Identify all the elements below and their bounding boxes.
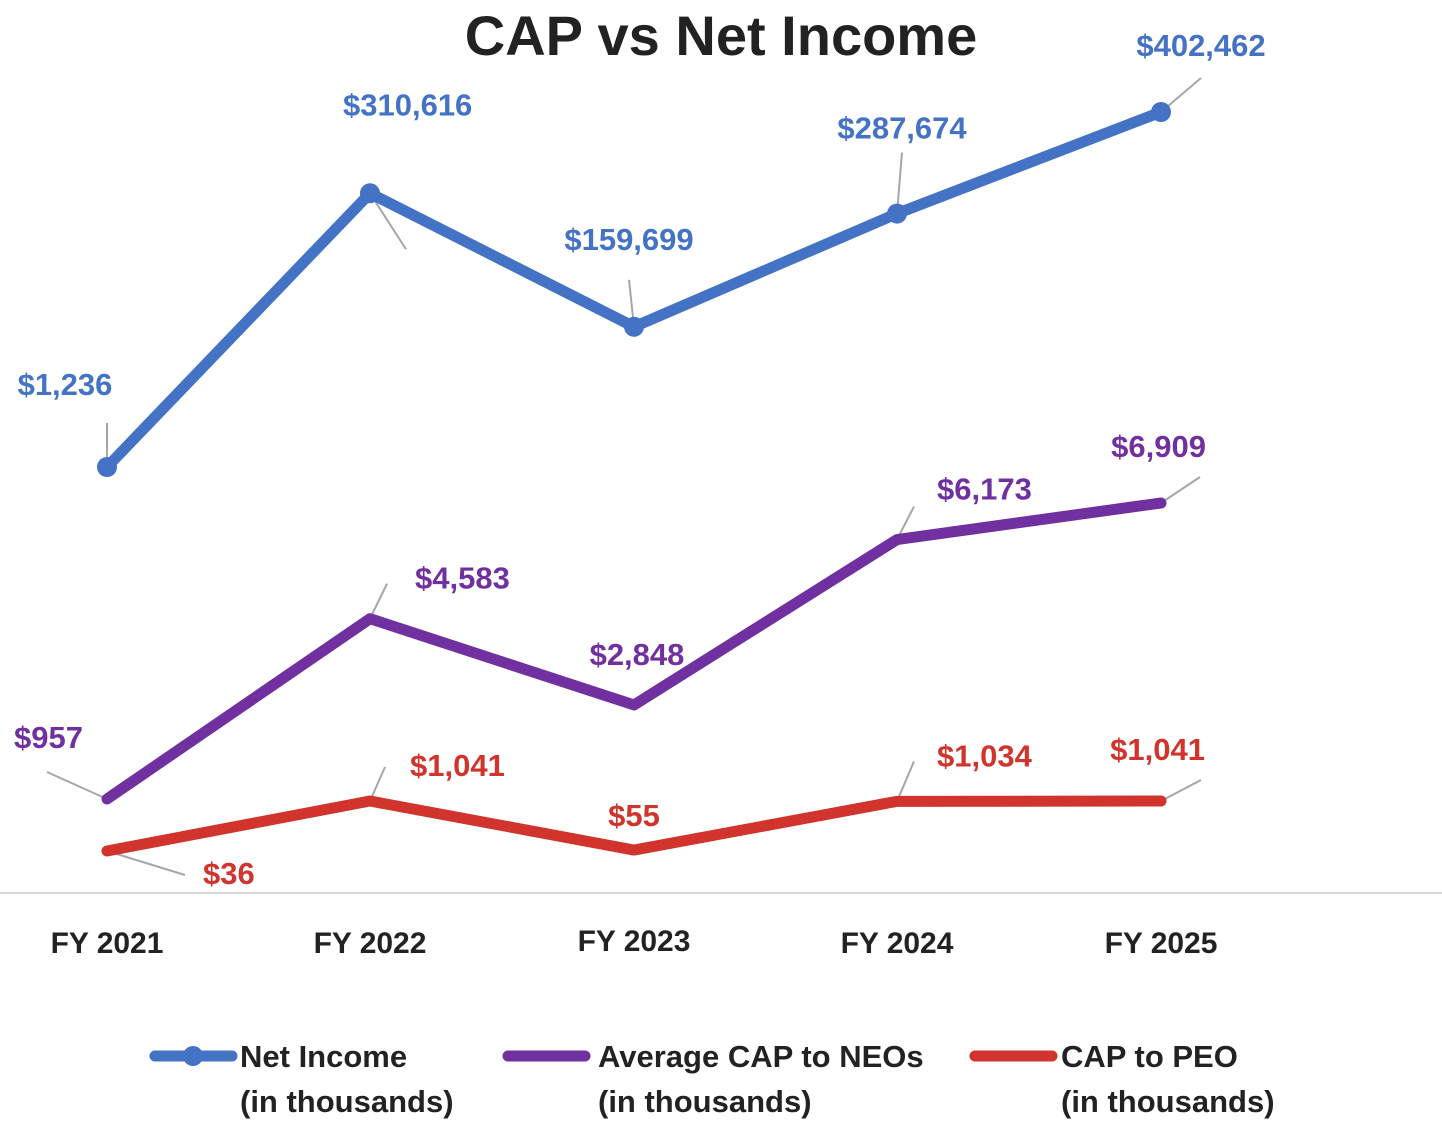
data-label-average-cap-to-neos-fy-2022: $4,583: [415, 561, 510, 596]
data-label-net-income-fy-2023: $159,699: [564, 222, 693, 257]
legend-sublabel-average-cap-to-neos: (in thousands): [598, 1084, 812, 1119]
x-axis-ticks: FY 2021 FY 2022 FY 2023 FY 2024 FY 2025: [51, 925, 1218, 960]
legend-item-cap-to-peo: CAP to PEO (in thousands): [969, 1039, 1275, 1119]
leader-line-cap-to-peo-fy-2022: [369, 766, 386, 802]
x-tick-fy-2024: FY 2024: [841, 927, 954, 960]
chart-title: CAP vs Net Income: [465, 4, 977, 67]
data-label-net-income-fy-2022: $310,616: [343, 87, 472, 122]
data-label-average-cap-to-neos-fy-2023: $2,848: [590, 637, 685, 672]
marker-net-income-fy-2024: [887, 203, 907, 224]
data-labels: $1,236 $310,616 $159,699 $287,674 $402,462 $9…: [14, 28, 1266, 891]
data-label-average-cap-to-neos-fy-2025: $6,909: [1111, 429, 1206, 464]
series-line-cap-to-peo: [101, 795, 1167, 857]
leader-line-net-income-fy-2024: [896, 152, 903, 214]
legend-marker-net-income: [183, 1046, 203, 1066]
data-label-net-income-fy-2025: $402,462: [1136, 28, 1265, 63]
data-label-cap-to-peo-fy-2021: $36: [203, 856, 255, 891]
data-label-net-income-fy-2021: $1,236: [18, 367, 113, 402]
leader-line-cap-to-peo-fy-2025: [1160, 779, 1202, 802]
legend-label-net-income: Net Income: [240, 1039, 407, 1074]
data-label-cap-to-peo-fy-2022: $1,041: [410, 748, 505, 783]
x-tick-fy-2022: FY 2022: [314, 927, 427, 960]
leader-line-cap-to-peo-fy-2024: [896, 760, 915, 802]
marker-net-income-fy-2023: [624, 316, 644, 337]
legend-label-average-cap-to-neos: Average CAP to NEOs: [598, 1039, 924, 1074]
legend-sublabel-net-income: (in thousands): [240, 1084, 454, 1119]
marker-net-income-fy-2022: [360, 183, 380, 204]
legend-item-average-cap-to-neos: Average CAP to NEOs (in thousands): [502, 1039, 924, 1119]
marker-net-income-fy-2025: [1151, 102, 1171, 122]
data-label-cap-to-peo-fy-2025: $1,041: [1110, 732, 1205, 767]
data-label-average-cap-to-neos-fy-2021: $957: [14, 720, 83, 755]
x-tick-fy-2025: FY 2025: [1105, 927, 1218, 960]
series-line-net-income: [101, 106, 1167, 473]
series-markers: [97, 102, 1171, 477]
legend-sublabel-cap-to-peo: (in thousands): [1061, 1084, 1275, 1119]
data-label-cap-to-peo-fy-2023: $55: [608, 798, 660, 833]
marker-net-income-fy-2021: [97, 457, 117, 477]
leader-line-net-income-fy-2022: [369, 192, 407, 250]
x-tick-fy-2023: FY 2023: [578, 925, 691, 958]
legend-label-cap-to-peo: CAP to PEO: [1061, 1039, 1238, 1074]
data-label-net-income-fy-2024: $287,674: [837, 111, 967, 146]
legend: Net Income(in thousands)Average CAP to N…: [149, 1039, 1275, 1119]
data-label-average-cap-to-neos-fy-2024: $6,173: [937, 472, 1032, 507]
leader-line-average-cap-to-neos-fy-2022: [369, 583, 388, 620]
leader-line-average-cap-to-neos-fy-2021: [46, 771, 108, 800]
legend-item-net-income: Net Income (in thousands): [149, 1039, 454, 1119]
leader-line-average-cap-to-neos-fy-2025: [1160, 476, 1201, 504]
series-line-average-cap-to-neos: [101, 497, 1167, 805]
data-label-cap-to-peo-fy-2024: $1,034: [937, 738, 1033, 773]
leader-line-cap-to-peo-fy-2021: [106, 850, 186, 876]
x-tick-fy-2021: FY 2021: [51, 927, 164, 960]
